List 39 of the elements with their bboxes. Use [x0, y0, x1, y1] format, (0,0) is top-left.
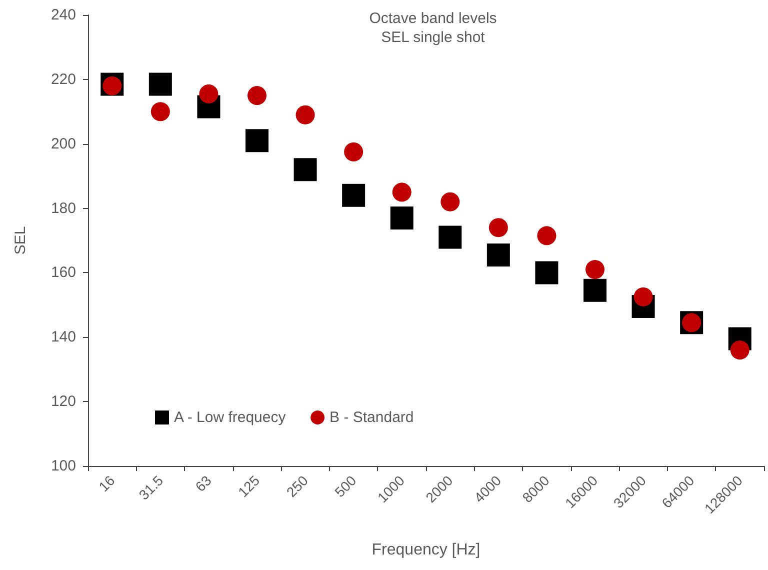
- x-tick-label: 125: [234, 472, 263, 500]
- point: [537, 226, 556, 246]
- y-tick-label: 200: [50, 135, 76, 152]
- point: [584, 278, 606, 302]
- y-axis-title: SEL: [12, 226, 29, 255]
- point: [440, 192, 460, 212]
- y-tick-label: 180: [50, 200, 76, 217]
- x-tick-label: 500: [331, 472, 360, 500]
- point: [344, 142, 364, 162]
- x-tick-label: 63: [192, 472, 215, 495]
- x-axis-title: Frequency [Hz]: [372, 542, 480, 558]
- point: [342, 184, 366, 207]
- legend-label: B - Standard: [330, 409, 414, 426]
- point: [586, 260, 604, 279]
- point: [438, 226, 462, 249]
- point: [294, 158, 317, 182]
- point: [486, 243, 510, 266]
- point: [246, 129, 268, 152]
- point: [488, 218, 508, 238]
- point: [296, 105, 315, 124]
- chart-title: Octave band levels: [369, 10, 497, 27]
- point: [390, 206, 414, 230]
- y-tick-label: 100: [50, 458, 76, 474]
- y-tick-label: 160: [50, 264, 76, 282]
- y-tick-label: 140: [50, 328, 76, 346]
- point: [148, 72, 172, 96]
- point: [535, 261, 558, 284]
- y-tick-label: 220: [50, 70, 76, 88]
- x-tick-label: 16: [95, 472, 118, 495]
- point: [392, 182, 412, 202]
- point: [150, 102, 170, 122]
- y-tick-label: 240: [50, 6, 76, 24]
- legend-label: A - Low frequecy: [174, 409, 286, 426]
- text: SEL single shot: [381, 29, 486, 46]
- y-tick-label: 120: [50, 393, 76, 410]
- point: [248, 86, 266, 106]
- point: [730, 340, 750, 360]
- x-tick-label: 250: [283, 472, 312, 500]
- point: [199, 84, 218, 104]
